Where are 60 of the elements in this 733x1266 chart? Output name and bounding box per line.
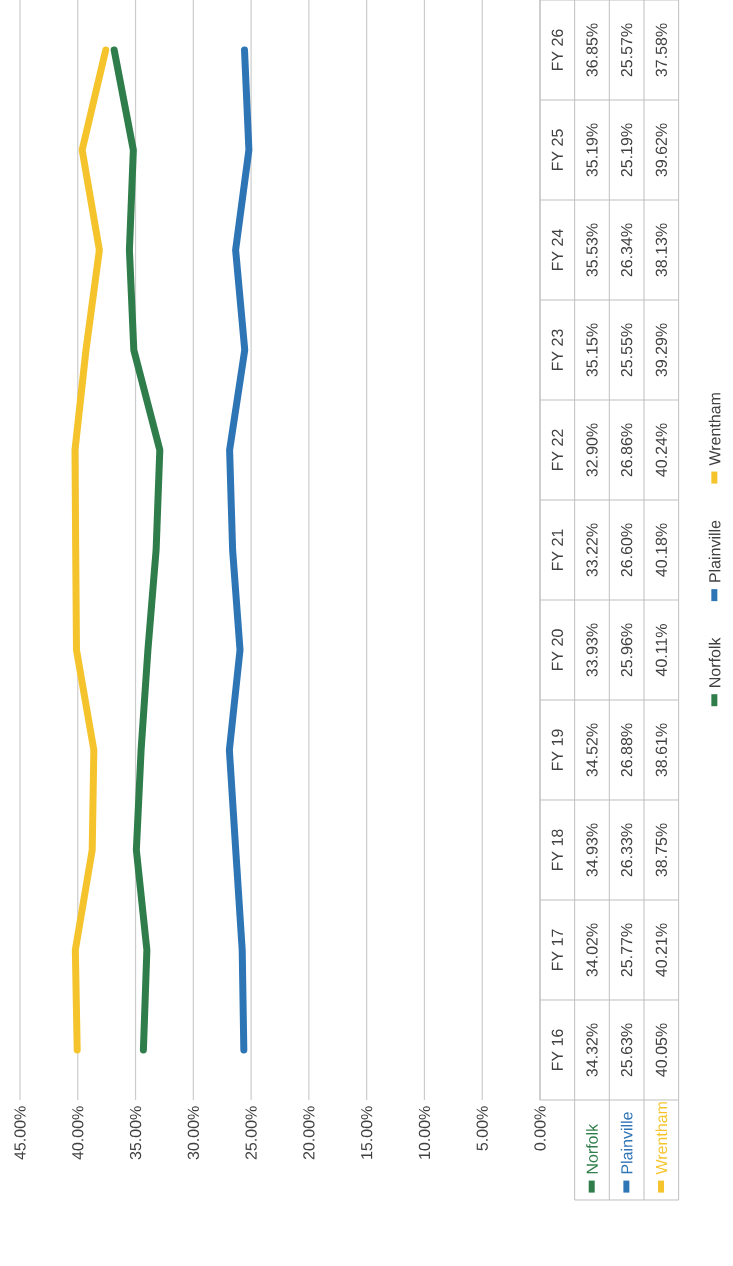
data-label: 39.62% <box>655 123 667 177</box>
data-label: 38.75% <box>655 823 667 877</box>
text: Wrentham <box>708 393 721 466</box>
text: Norfolk <box>586 1123 598 1174</box>
data-label: 39.29% <box>655 323 667 377</box>
x-tick-label: 5.00% <box>476 1106 488 1151</box>
data-label: 26.60% <box>620 523 633 577</box>
y-tick-label: FY 19 <box>551 729 563 771</box>
x-tick-label: 25.00% <box>245 1106 257 1160</box>
data-label: 38.61% <box>655 723 667 777</box>
y-tick-label: FY 16 <box>551 1029 563 1071</box>
text: Plainville <box>708 520 721 582</box>
data-label: 40.05% <box>655 1023 667 1077</box>
data-label: 38.13% <box>655 223 667 277</box>
data-label: 26.86% <box>620 423 633 477</box>
y-tick-label: FY 25 <box>551 129 563 171</box>
x-tick-label: 0.00% <box>534 1106 546 1151</box>
x-tick-label: 10.00% <box>418 1106 431 1159</box>
data-label: 34.52% <box>586 723 598 777</box>
data-label: 25.55% <box>620 323 633 377</box>
x-tick-label: 20.00% <box>303 1106 315 1160</box>
data-label: 25.77% <box>620 923 633 977</box>
data-label: 35.19% <box>586 123 598 177</box>
data-label: 40.24% <box>655 423 667 477</box>
x-tick-label: 40.00% <box>72 1106 84 1160</box>
text: Plainville <box>620 1112 633 1174</box>
y-tick-label: FY 17 <box>551 929 563 971</box>
y-tick-label: FY 22 <box>551 429 563 471</box>
data-label: 34.02% <box>586 923 598 977</box>
data-label: 40.18% <box>655 523 667 577</box>
data-label: 40.21% <box>655 923 667 977</box>
text: Wrentham <box>655 1102 668 1175</box>
text: Norfolk <box>708 637 721 687</box>
y-tick-label: FY 18 <box>551 829 563 871</box>
data-label: 33.93% <box>586 623 598 677</box>
x-tick-label: 15.00% <box>361 1106 373 1159</box>
data-label: 26.88% <box>620 723 633 777</box>
data-label: 25.63% <box>620 1023 633 1077</box>
x-tick-label: 45.00% <box>14 1106 26 1160</box>
data-label: 26.33% <box>620 823 633 877</box>
y-tick-label: FY 26 <box>551 29 563 71</box>
y-tick-label: FY 21 <box>551 529 563 571</box>
data-label: 33.22% <box>586 523 598 577</box>
data-label: 35.53% <box>586 223 598 277</box>
data-label: 25.96% <box>620 623 633 677</box>
data-label: 34.32% <box>586 1023 598 1077</box>
data-label: 40.11% <box>655 624 667 677</box>
y-tick-label: FY 20 <box>551 629 563 671</box>
data-label: 26.34% <box>620 223 633 277</box>
y-tick-label: FY 24 <box>551 229 563 271</box>
y-tick-label: FY 23 <box>551 329 563 371</box>
x-tick-label: 30.00% <box>187 1106 199 1160</box>
data-label: 37.58% <box>655 23 667 77</box>
data-label: 25.19% <box>620 123 633 177</box>
data-label: 25.57% <box>620 23 633 77</box>
data-label: 36.85% <box>586 23 598 77</box>
data-label: 34.93% <box>586 823 598 877</box>
data-label: 32.90% <box>586 423 598 477</box>
data-label: 35.15% <box>586 323 598 377</box>
x-tick-label: 35.00% <box>129 1106 142 1160</box>
